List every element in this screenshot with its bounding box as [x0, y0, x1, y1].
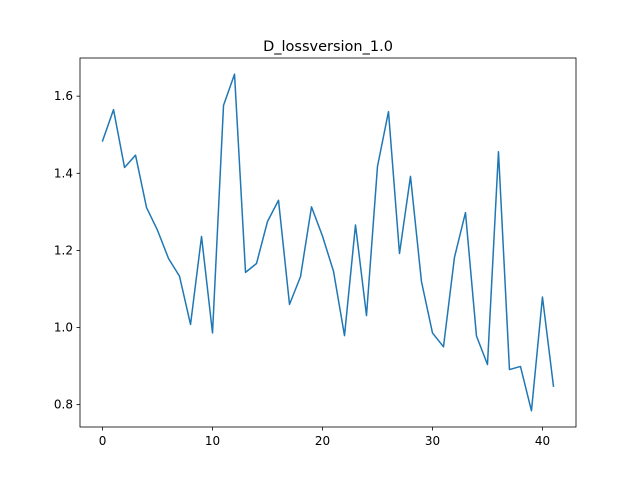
y-tick-label: 1.6 — [54, 89, 73, 103]
x-tick-label: 20 — [315, 434, 330, 448]
x-tick-label: 0 — [99, 434, 107, 448]
y-tick-label: 1.4 — [54, 166, 73, 180]
x-tick-label: 40 — [535, 434, 550, 448]
y-tick-label: 1.0 — [54, 321, 73, 335]
x-tick-label: 10 — [205, 434, 220, 448]
x-tick-label: 30 — [425, 434, 440, 448]
axis-ticks: 0 10 20 30 40 0.8 1.0 1.2 1.4 1.6 — [54, 89, 550, 448]
chart-title: D_lossversion_1.0 — [263, 39, 393, 55]
series-line — [101, 73, 555, 412]
y-tick-label: 0.8 — [54, 398, 73, 412]
y-tick-label: 1.2 — [54, 243, 73, 257]
plot-area — [80, 58, 576, 427]
axes-frame — [79, 57, 577, 428]
